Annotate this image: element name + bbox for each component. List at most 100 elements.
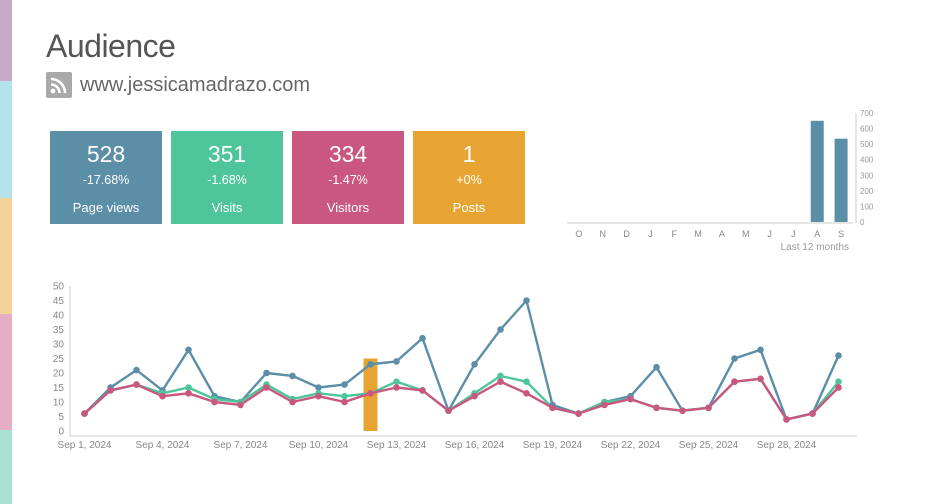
stat-tile-visits[interactable]: 351 -1.68% Visits — [171, 131, 283, 224]
line-x-tick-label: Sep 7, 2024 — [214, 440, 268, 451]
point-visitors-2[interactable] — [133, 381, 140, 388]
bar-y-tick-label: 400 — [860, 156, 874, 165]
point-page_views-8[interactable] — [289, 372, 296, 380]
stat-value: 334 — [328, 141, 368, 167]
line-y-tick-label: 45 — [53, 296, 65, 307]
point-visitors-14[interactable] — [445, 407, 452, 415]
point-visitors-17[interactable] — [523, 390, 530, 397]
line-x-tick-label: Sep 1, 2024 — [58, 440, 112, 451]
stripe-3 — [0, 198, 12, 314]
point-page_views-10[interactable] — [341, 381, 348, 388]
point-visitors-11[interactable] — [367, 390, 374, 397]
point-visits-29[interactable] — [835, 378, 842, 386]
point-page_views-29[interactable] — [835, 352, 842, 359]
point-visits-4[interactable] — [185, 384, 192, 391]
point-visitors-10[interactable] — [341, 398, 348, 406]
daily-line-chart[interactable]: 0 5 10 15 20 25 30 35 40 45 50 Sep 1, 2024 Sep 4, 20… — [53, 282, 857, 452]
point-visitors-5[interactable] — [211, 398, 218, 406]
bar-x-tick-label: O — [575, 229, 582, 239]
bar-y-tick-label: 700 — [860, 109, 874, 118]
point-visits-16[interactable] — [497, 372, 504, 380]
point-visitors-23[interactable] — [679, 407, 686, 415]
line-y-tick-label: 20 — [53, 369, 65, 380]
line-x-tick-label: Sep 16, 2024 — [445, 440, 505, 451]
point-visitors-22[interactable] — [653, 404, 660, 412]
point-visitors-9[interactable] — [315, 392, 322, 400]
line-x-tick-label: Sep 10, 2024 — [289, 440, 349, 451]
bar-month-11[interactable] — [834, 138, 848, 222]
stat-label: Visits — [211, 200, 243, 215]
point-visitors-21[interactable] — [627, 395, 634, 403]
series-line-page_views — [83, 299, 840, 421]
point-page_views-9[interactable] — [315, 384, 322, 391]
monthly-bar-chart[interactable]: 0 100 200 300 400 500 600 700 O N D J F M A M J J A S Last 1… — [567, 109, 874, 253]
bar-y-tick-label: 600 — [860, 125, 874, 134]
line-y-tick-label: 35 — [53, 325, 65, 336]
bar-x-tick-label: F — [672, 229, 678, 239]
point-visitors-12[interactable] — [393, 384, 400, 391]
bar-x-tick-label: A — [814, 229, 820, 239]
point-page_views-17[interactable] — [523, 297, 530, 304]
point-page_views-7[interactable] — [263, 369, 270, 377]
stat-tile-posts[interactable]: 1 +0% Posts — [413, 131, 525, 224]
line-x-tick-label: Sep 22, 2024 — [601, 440, 661, 451]
point-visitors-6[interactable] — [237, 401, 244, 409]
point-visitors-25[interactable] — [731, 378, 738, 386]
stat-tile-visitors[interactable]: 334 -1.47% Visitors — [292, 131, 404, 224]
point-visitors-24[interactable] — [705, 404, 712, 412]
point-visitors-28[interactable] — [809, 410, 816, 417]
point-visitors-4[interactable] — [185, 390, 192, 397]
point-page_views-15[interactable] — [471, 361, 478, 368]
site-link[interactable]: www.jessicamadrazo.com — [46, 72, 310, 98]
stat-value: 528 — [86, 141, 126, 167]
point-visitors-13[interactable] — [419, 387, 426, 394]
point-visitors-3[interactable] — [159, 392, 166, 400]
point-visitors-27[interactable] — [783, 416, 790, 423]
point-page_views-11[interactable] — [367, 361, 374, 368]
point-page_views-13[interactable] — [419, 334, 426, 342]
stat-value: 351 — [207, 141, 247, 167]
series-line-visits — [83, 374, 840, 421]
stripe-5 — [0, 430, 12, 504]
stat-tile-page-views[interactable]: 528 -17.68% Page views — [50, 131, 162, 224]
point-visitors-19[interactable] — [575, 410, 582, 417]
line-y-tick-label: 0 — [58, 427, 64, 438]
bar-x-tick-label: J — [648, 229, 653, 239]
point-page_views-25[interactable] — [731, 355, 738, 362]
point-page_views-26[interactable] — [757, 346, 764, 354]
bar-y-tick-label: 300 — [860, 171, 874, 180]
point-page_views-16[interactable] — [497, 326, 504, 333]
point-visits-17[interactable] — [523, 378, 530, 386]
point-page_views-2[interactable] — [133, 366, 140, 374]
point-page_views-22[interactable] — [653, 363, 660, 371]
point-page_views-12[interactable] — [393, 358, 400, 365]
bar-x-tick-label: A — [719, 229, 725, 239]
point-visitors-26[interactable] — [757, 375, 764, 383]
point-visitors-8[interactable] — [289, 398, 296, 406]
line-y-tick-label: 30 — [53, 340, 65, 351]
site-url[interactable]: www.jessicamadrazo.com — [80, 73, 311, 96]
point-visitors-16[interactable] — [497, 378, 504, 386]
bar-x-tick-label: D — [623, 229, 630, 239]
stripe-4 — [0, 314, 12, 430]
point-page_views-4[interactable] — [185, 346, 192, 354]
stat-value: 1 — [462, 141, 476, 167]
point-visitors-7[interactable] — [263, 384, 270, 391]
point-visitors-15[interactable] — [471, 392, 478, 400]
point-visits-10[interactable] — [341, 392, 348, 400]
series-line-visitors — [83, 377, 840, 421]
point-visitors-18[interactable] — [549, 404, 556, 412]
point-visitors-0[interactable] — [81, 410, 88, 417]
bar-chart-caption: Last 12 months — [781, 242, 849, 253]
bar-x-tick-label: M — [694, 229, 702, 239]
point-visits-12[interactable] — [393, 378, 400, 386]
point-visitors-29[interactable] — [835, 384, 842, 391]
stat-label: Visitors — [326, 200, 370, 215]
line-y-tick-label: 25 — [53, 354, 65, 365]
line-y-tick-label: 10 — [53, 398, 65, 409]
line-y-tick-label: 50 — [53, 282, 65, 293]
point-visitors-20[interactable] — [601, 401, 608, 409]
bar-month-10[interactable] — [810, 120, 824, 222]
point-visitors-1[interactable] — [107, 387, 114, 394]
line-x-tick-label: Sep 19, 2024 — [523, 440, 583, 451]
